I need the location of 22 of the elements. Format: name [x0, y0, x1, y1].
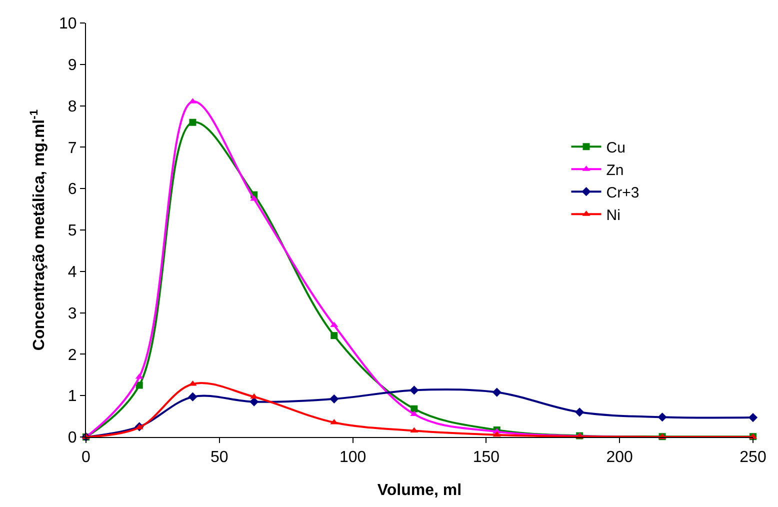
x-tick-label: 200 [606, 449, 634, 466]
y-tick-label: 6 [68, 181, 77, 198]
y-tick-label: 9 [68, 57, 77, 74]
x-tick-label: 250 [740, 449, 766, 466]
y-tick-label: 8 [68, 98, 77, 116]
x-tick-label: 0 [82, 449, 91, 466]
x-tick-label: 50 [210, 449, 228, 466]
legend-label: Ni [606, 206, 620, 224]
y-tick-label: 3 [68, 305, 77, 322]
y-tick-label: 7 [68, 140, 77, 157]
x-axis-title: Volume, ml [377, 482, 462, 499]
y-tick-label: 0 [68, 430, 77, 447]
legend-label: Cr+3 [606, 184, 640, 202]
legend-label: Zn [606, 162, 624, 179]
y-tick-label: 10 [59, 16, 77, 33]
legend-label: Cu [606, 139, 626, 156]
y-tick-label: 5 [68, 222, 77, 240]
y-tick-label: 1 [68, 388, 77, 406]
y-tick-label: 2 [68, 346, 77, 364]
y-tick-label: 4 [68, 264, 77, 281]
x-tick-label: 100 [339, 449, 366, 466]
x-tick-label: 150 [472, 449, 500, 466]
